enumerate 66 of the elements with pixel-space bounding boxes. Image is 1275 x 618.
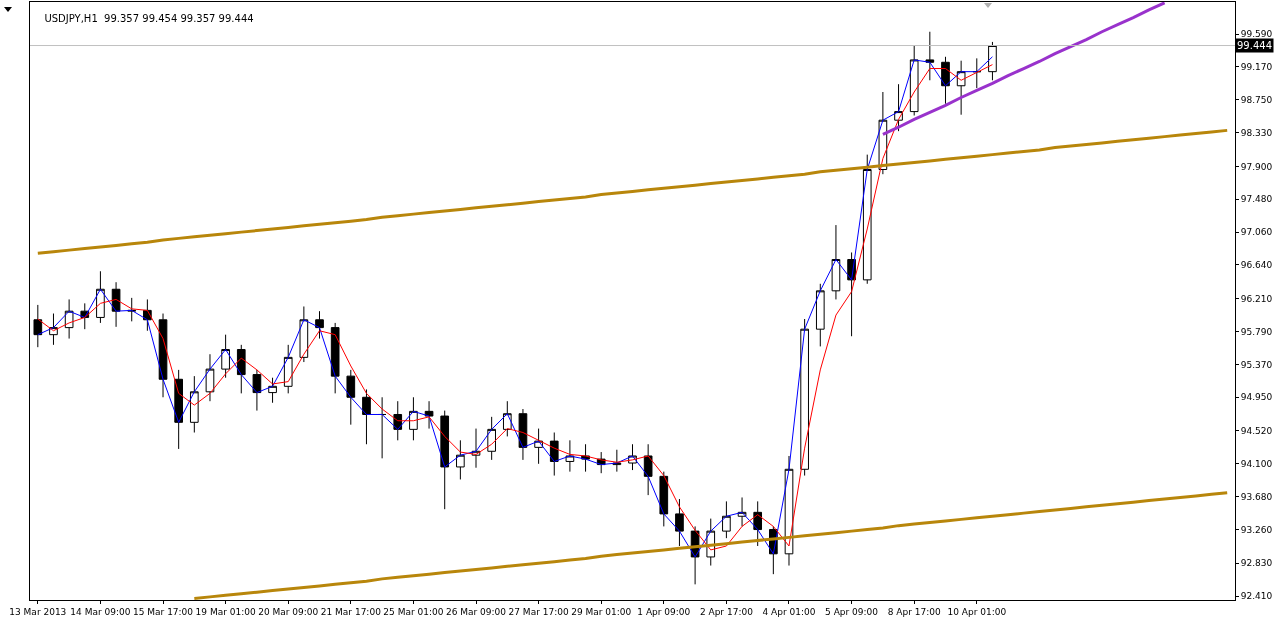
- x-tick-label: 13 Mar 2013: [9, 606, 67, 617]
- candlestick: [925, 31, 935, 81]
- x-tick-label: 19 Mar 01:00: [195, 606, 256, 617]
- y-tick-label: 92.410: [1240, 591, 1273, 602]
- candlestick: [221, 334, 230, 379]
- line-series: [881, 2, 1167, 136]
- x-tick-label: 5 Apr 09:00: [825, 606, 879, 617]
- candlestick: [456, 439, 465, 480]
- x-tick-label: 15 Mar 17:00: [132, 606, 194, 617]
- candlestick: [189, 375, 199, 433]
- candlestick: [722, 500, 731, 539]
- candlestick: [909, 44, 919, 116]
- candlestick: [346, 369, 356, 426]
- y-tick-label: 97.480: [1240, 194, 1273, 205]
- candlestick: [800, 318, 809, 477]
- y-tick-label: 96.210: [1240, 293, 1273, 304]
- x-tick-label: 25 Mar 01:00: [383, 606, 444, 617]
- y-tick-label: 95.790: [1240, 326, 1273, 337]
- candlestick: [815, 283, 825, 347]
- line-series: [192, 491, 1229, 600]
- candlestick: [205, 353, 215, 402]
- candlestick: [33, 304, 43, 348]
- text: USDJPY,H1 99.357 99.454 99.357 99.444: [44, 13, 254, 25]
- candlestick: [252, 369, 262, 412]
- y-tick-label: 98.750: [1240, 94, 1273, 105]
- x-tick-label: 26 Mar 09:00: [445, 606, 507, 617]
- candlestick: [299, 305, 309, 363]
- y-tick-label: 98.330: [1240, 127, 1273, 138]
- y-tick-label: 93.260: [1240, 524, 1273, 535]
- y-tick-label: 94.100: [1240, 458, 1273, 469]
- candlestick: [675, 498, 684, 547]
- y-tick-label: 95.370: [1240, 359, 1273, 370]
- candlestick: [518, 408, 528, 461]
- x-tick-label: 1 Apr 09:00: [637, 606, 691, 617]
- candlestick: [424, 400, 434, 430]
- y-tick-label: 92.830: [1240, 558, 1273, 569]
- x-tick-label: 21 Mar 17:00: [320, 606, 382, 617]
- line-series: [36, 128, 1229, 255]
- x-tick-label: 8 Apr 17:00: [887, 606, 941, 617]
- x-tick-label: 2 Apr 17:00: [699, 606, 754, 617]
- y-tick-label: 94.950: [1240, 392, 1273, 403]
- y-tick-label: 96.640: [1240, 260, 1273, 271]
- candlestick: [988, 41, 997, 81]
- x-tick-label: 27 Mar 17:00: [508, 606, 569, 617]
- y-tick-label: 93.680: [1240, 491, 1273, 502]
- candlestick: [440, 410, 450, 510]
- ref-line-label: 99.444: [1237, 40, 1272, 51]
- x-tick-label: 20 Mar 09:00: [258, 606, 319, 617]
- candlestick: [862, 154, 872, 285]
- y-tick-label: 97.900: [1240, 161, 1273, 172]
- candlestick: [612, 449, 622, 473]
- candlestick: [659, 471, 669, 527]
- candlestick: [268, 377, 277, 404]
- candlestick: [831, 224, 841, 300]
- x-tick-label: 10 Apr 01:00: [947, 606, 1007, 617]
- y-tick-label: 97.060: [1240, 227, 1273, 238]
- y-tick-label: 99.590: [1240, 29, 1273, 40]
- x-tick-label: 29 Mar 01:00: [571, 606, 632, 617]
- y-tick-label: 94.520: [1240, 426, 1273, 437]
- candlestick: [330, 322, 340, 394]
- candlestick: [158, 313, 168, 398]
- y-tick-label: 99.170: [1240, 62, 1273, 73]
- x-tick-label: 4 Apr 01:00: [762, 606, 816, 617]
- x-tick-label: 14 Mar 09:00: [70, 606, 131, 617]
- candlestick: [315, 310, 324, 340]
- candlestick: [362, 388, 371, 445]
